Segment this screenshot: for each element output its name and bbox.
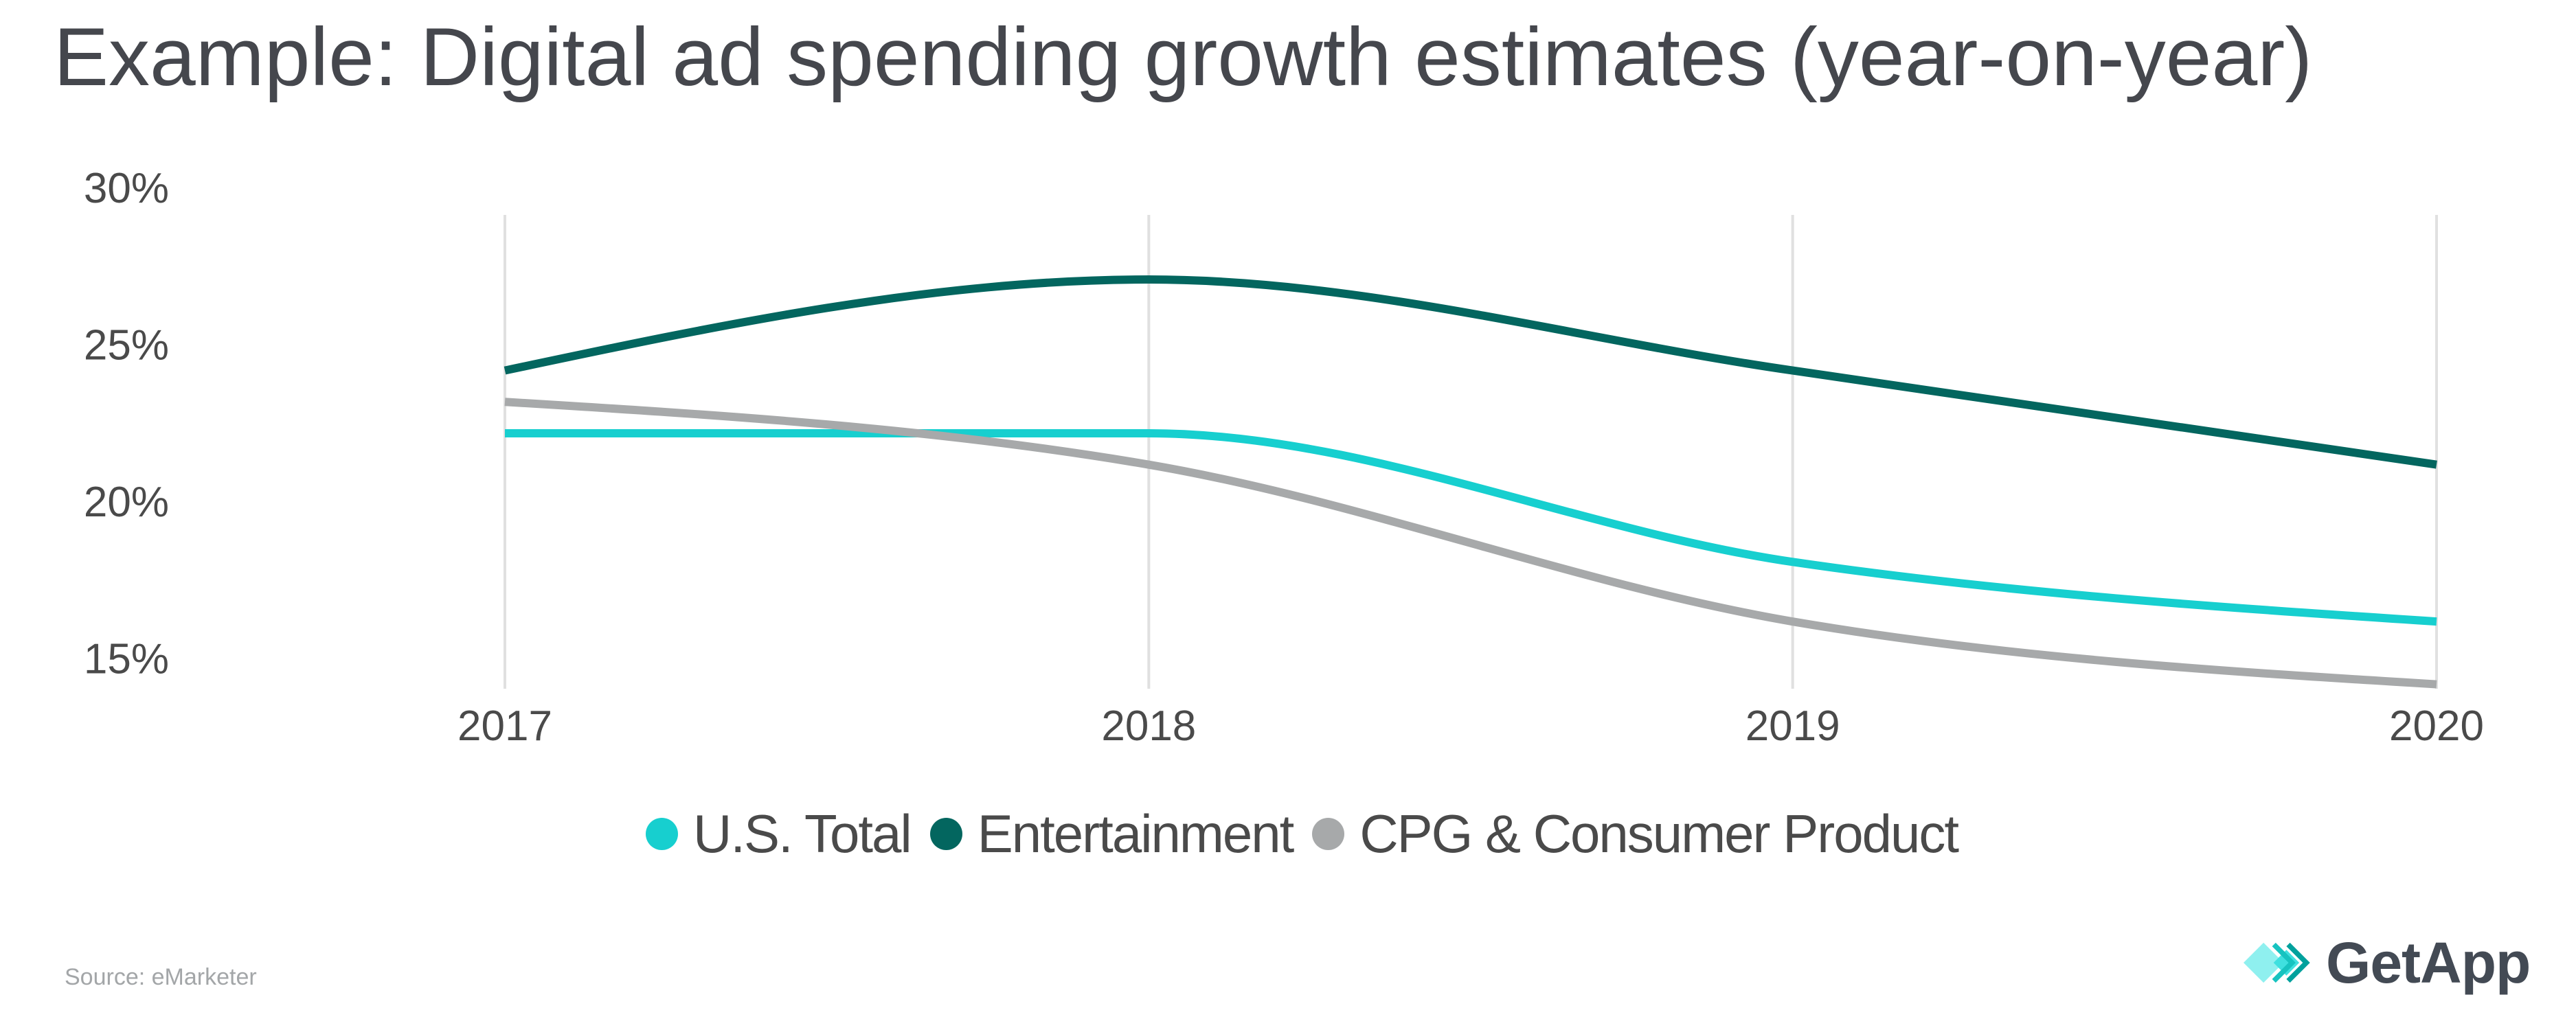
series-line-cpg bbox=[504, 398, 2437, 689]
legend-label: U.S. Total bbox=[693, 803, 912, 864]
brand-name: GetApp bbox=[2326, 930, 2531, 995]
legend-item-us-total[interactable]: U.S. Total bbox=[646, 803, 912, 865]
legend-dot-icon bbox=[646, 817, 678, 850]
legend-label: Entertainment bbox=[977, 803, 1295, 864]
series-line-entertainment bbox=[504, 275, 2437, 469]
legend: U.S. Total Entertainment CPG & Consumer … bbox=[0, 803, 2576, 865]
y-tick-label: 15% bbox=[84, 636, 169, 683]
series-lines bbox=[504, 275, 2437, 689]
getapp-logo: GetApp bbox=[2244, 930, 2531, 995]
chart-title: Example: Digital ad spending growth esti… bbox=[54, 11, 2313, 103]
y-tick-label: 30% bbox=[84, 165, 169, 212]
legend-item-cpg[interactable]: CPG & Consumer Product bbox=[1312, 803, 1959, 865]
y-axis-ticks: 15% 20% 25% 30% bbox=[84, 165, 169, 683]
legend-dot-icon bbox=[1312, 817, 1345, 850]
x-tick-label: 2019 bbox=[1745, 702, 1840, 750]
gridlines bbox=[504, 215, 2438, 689]
x-axis-ticks: 2017 2018 2019 2020 bbox=[457, 702, 2484, 750]
x-tick-label: 2018 bbox=[1101, 702, 1196, 750]
legend-label: CPG & Consumer Product bbox=[1359, 803, 1959, 864]
y-tick-label: 25% bbox=[84, 322, 169, 369]
getapp-chevrons-icon bbox=[2244, 942, 2310, 983]
legend-dot-icon bbox=[929, 817, 962, 850]
legend-item-entertainment[interactable]: Entertainment bbox=[929, 803, 1295, 865]
x-tick-label: 2017 bbox=[457, 702, 552, 750]
series-line-us-total bbox=[505, 428, 2437, 626]
source-note: Source: eMarketer bbox=[65, 964, 257, 990]
x-tick-label: 2020 bbox=[2389, 702, 2484, 750]
y-tick-label: 20% bbox=[84, 479, 169, 526]
